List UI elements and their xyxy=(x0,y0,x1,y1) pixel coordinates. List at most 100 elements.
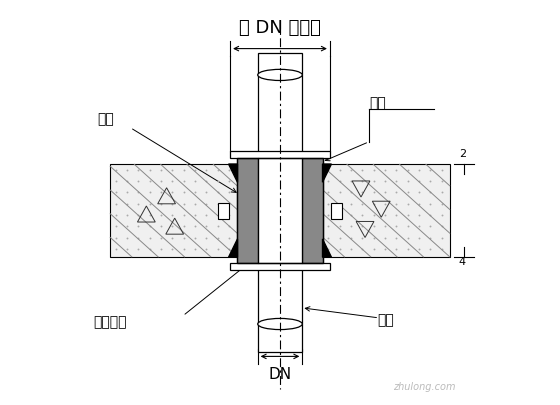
Point xyxy=(213,166,222,173)
Point xyxy=(369,212,378,218)
Point xyxy=(347,178,356,184)
Text: 石棉水泥: 石棉水泥 xyxy=(94,315,127,329)
Point xyxy=(123,200,132,207)
Point xyxy=(145,178,154,184)
Point xyxy=(380,200,389,207)
Point xyxy=(369,189,378,196)
Point xyxy=(414,200,423,207)
Point xyxy=(437,189,446,196)
Point xyxy=(380,189,389,196)
Polygon shape xyxy=(228,239,237,257)
Bar xyxy=(237,158,258,263)
Point xyxy=(190,178,199,184)
Point xyxy=(358,212,367,218)
Point xyxy=(202,178,211,184)
Point xyxy=(335,223,344,230)
Point xyxy=(123,212,132,218)
Point xyxy=(414,246,423,252)
Point xyxy=(156,212,165,218)
Point xyxy=(134,166,143,173)
Point xyxy=(369,200,378,207)
Point xyxy=(156,223,165,230)
Point xyxy=(145,212,154,218)
Point xyxy=(168,189,177,196)
Point xyxy=(168,212,177,218)
Point xyxy=(168,234,177,241)
Point xyxy=(179,200,188,207)
Point xyxy=(213,178,222,184)
Point xyxy=(380,166,389,173)
Point xyxy=(369,246,378,252)
Point xyxy=(134,212,143,218)
Point xyxy=(392,189,401,196)
Point xyxy=(134,246,143,252)
Point xyxy=(190,223,199,230)
Bar xyxy=(332,202,342,219)
Point xyxy=(324,246,333,252)
Point xyxy=(335,234,344,241)
Point xyxy=(380,212,389,218)
Point xyxy=(437,223,446,230)
Point xyxy=(426,234,435,241)
Point xyxy=(111,166,120,173)
Point xyxy=(358,189,367,196)
Bar xyxy=(230,263,330,270)
Point xyxy=(202,166,211,173)
Point xyxy=(347,166,356,173)
Point xyxy=(123,234,132,241)
Point xyxy=(335,246,344,252)
Point xyxy=(414,212,423,218)
Point xyxy=(225,223,234,230)
Point xyxy=(335,200,344,207)
Point xyxy=(145,166,154,173)
Point xyxy=(426,223,435,230)
Point xyxy=(156,189,165,196)
Point xyxy=(358,178,367,184)
Point xyxy=(392,234,401,241)
Point xyxy=(156,246,165,252)
Point xyxy=(335,212,344,218)
Point xyxy=(213,234,222,241)
Bar xyxy=(258,53,302,352)
Point xyxy=(179,189,188,196)
Bar xyxy=(218,202,228,219)
Point xyxy=(392,246,401,252)
Point xyxy=(426,246,435,252)
Bar xyxy=(230,151,330,158)
Point xyxy=(225,246,234,252)
Point xyxy=(190,189,199,196)
Polygon shape xyxy=(228,164,237,182)
Point xyxy=(134,200,143,207)
Text: DN: DN xyxy=(268,367,292,382)
Point xyxy=(111,223,120,230)
Point xyxy=(426,212,435,218)
Point xyxy=(437,234,446,241)
Point xyxy=(403,200,412,207)
Point xyxy=(347,223,356,230)
Point xyxy=(437,200,446,207)
Point xyxy=(179,223,188,230)
Point xyxy=(225,166,234,173)
Point xyxy=(403,178,412,184)
Point xyxy=(414,178,423,184)
Point xyxy=(358,234,367,241)
Text: 套管: 套管 xyxy=(369,96,386,110)
Point xyxy=(213,189,222,196)
Text: 2: 2 xyxy=(459,149,466,159)
Point xyxy=(392,178,401,184)
Point xyxy=(202,234,211,241)
Polygon shape xyxy=(323,164,332,182)
Point xyxy=(403,189,412,196)
Point xyxy=(134,234,143,241)
Point xyxy=(111,200,120,207)
Point xyxy=(156,166,165,173)
Ellipse shape xyxy=(258,69,302,81)
Point xyxy=(145,223,154,230)
Bar xyxy=(237,158,323,263)
Point xyxy=(414,166,423,173)
Point xyxy=(324,234,333,241)
Point xyxy=(414,234,423,241)
Point xyxy=(190,212,199,218)
Point xyxy=(392,166,401,173)
Point xyxy=(111,234,120,241)
